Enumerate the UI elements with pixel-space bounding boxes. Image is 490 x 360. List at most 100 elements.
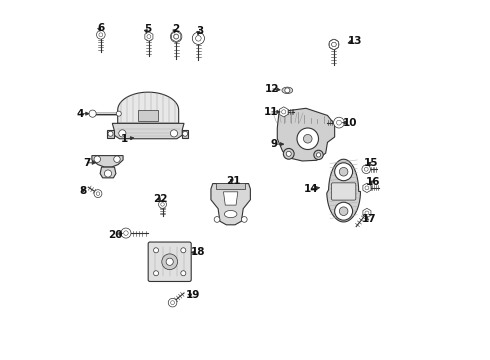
- Text: 7: 7: [83, 158, 90, 168]
- Circle shape: [147, 35, 151, 39]
- Circle shape: [329, 40, 339, 49]
- Text: 5: 5: [144, 24, 151, 35]
- Polygon shape: [279, 107, 288, 117]
- Polygon shape: [118, 92, 179, 123]
- Text: 20: 20: [108, 230, 122, 239]
- Circle shape: [94, 156, 100, 162]
- Text: 2: 2: [172, 24, 180, 35]
- Circle shape: [121, 228, 131, 238]
- Circle shape: [337, 120, 342, 125]
- Circle shape: [94, 190, 102, 198]
- Polygon shape: [363, 183, 371, 193]
- Text: 22: 22: [153, 194, 168, 204]
- Text: 6: 6: [97, 23, 104, 33]
- Circle shape: [123, 231, 128, 235]
- Circle shape: [108, 131, 113, 136]
- Text: 18: 18: [191, 247, 205, 257]
- FancyBboxPatch shape: [216, 183, 245, 189]
- Circle shape: [362, 165, 370, 174]
- Circle shape: [314, 150, 323, 159]
- Polygon shape: [107, 130, 114, 138]
- Circle shape: [364, 167, 368, 171]
- Circle shape: [335, 202, 353, 220]
- Circle shape: [104, 170, 112, 177]
- Text: 21: 21: [226, 176, 241, 186]
- Circle shape: [335, 163, 353, 181]
- Polygon shape: [211, 184, 250, 225]
- Text: 4: 4: [76, 109, 84, 119]
- Circle shape: [168, 298, 177, 307]
- Text: 17: 17: [362, 215, 376, 224]
- Polygon shape: [92, 156, 123, 167]
- Circle shape: [193, 33, 204, 44]
- Circle shape: [334, 117, 344, 128]
- Circle shape: [174, 34, 178, 39]
- Circle shape: [365, 186, 369, 190]
- Polygon shape: [172, 31, 181, 42]
- Circle shape: [196, 36, 201, 41]
- Polygon shape: [329, 39, 339, 50]
- Circle shape: [114, 156, 120, 162]
- Text: 8: 8: [79, 186, 87, 197]
- Circle shape: [214, 217, 220, 222]
- Circle shape: [196, 36, 201, 41]
- Circle shape: [173, 34, 179, 39]
- Ellipse shape: [282, 87, 293, 94]
- FancyBboxPatch shape: [138, 110, 158, 121]
- Circle shape: [365, 211, 369, 215]
- Text: 16: 16: [366, 177, 380, 187]
- Circle shape: [181, 248, 186, 253]
- Circle shape: [159, 201, 167, 208]
- Circle shape: [119, 130, 126, 137]
- Circle shape: [162, 254, 177, 270]
- Polygon shape: [363, 208, 371, 218]
- Circle shape: [283, 148, 294, 159]
- Text: 14: 14: [304, 184, 318, 194]
- Circle shape: [171, 301, 174, 305]
- Polygon shape: [327, 159, 361, 222]
- Circle shape: [183, 131, 188, 136]
- Text: 3: 3: [196, 26, 204, 36]
- Text: 19: 19: [186, 291, 200, 301]
- Text: 1: 1: [121, 134, 128, 144]
- Polygon shape: [112, 123, 184, 139]
- Circle shape: [332, 42, 336, 47]
- Circle shape: [192, 32, 204, 44]
- Ellipse shape: [224, 211, 237, 218]
- Circle shape: [161, 203, 164, 206]
- Text: 15: 15: [364, 158, 378, 168]
- Circle shape: [171, 31, 182, 42]
- Circle shape: [99, 33, 103, 37]
- Circle shape: [97, 31, 105, 39]
- Circle shape: [89, 110, 96, 117]
- Circle shape: [286, 151, 291, 156]
- Polygon shape: [100, 167, 116, 178]
- Circle shape: [96, 192, 100, 195]
- Circle shape: [116, 111, 122, 116]
- Circle shape: [242, 217, 247, 222]
- Circle shape: [332, 42, 336, 47]
- Text: 12: 12: [265, 84, 279, 94]
- Circle shape: [297, 128, 318, 149]
- Circle shape: [282, 110, 286, 114]
- Text: 11: 11: [264, 107, 278, 117]
- Text: 9: 9: [271, 139, 278, 149]
- Text: 10: 10: [343, 118, 357, 128]
- Polygon shape: [223, 192, 238, 205]
- Circle shape: [317, 153, 320, 157]
- Circle shape: [171, 130, 177, 137]
- Circle shape: [166, 258, 173, 265]
- Circle shape: [153, 271, 159, 276]
- FancyBboxPatch shape: [331, 183, 356, 200]
- Polygon shape: [277, 108, 335, 161]
- Circle shape: [339, 167, 348, 176]
- Circle shape: [339, 207, 348, 216]
- FancyBboxPatch shape: [148, 242, 191, 282]
- Polygon shape: [182, 130, 188, 138]
- Circle shape: [181, 271, 186, 276]
- Polygon shape: [145, 32, 153, 41]
- Circle shape: [153, 248, 159, 253]
- Text: 13: 13: [348, 36, 363, 46]
- Circle shape: [303, 134, 312, 143]
- Circle shape: [285, 88, 290, 93]
